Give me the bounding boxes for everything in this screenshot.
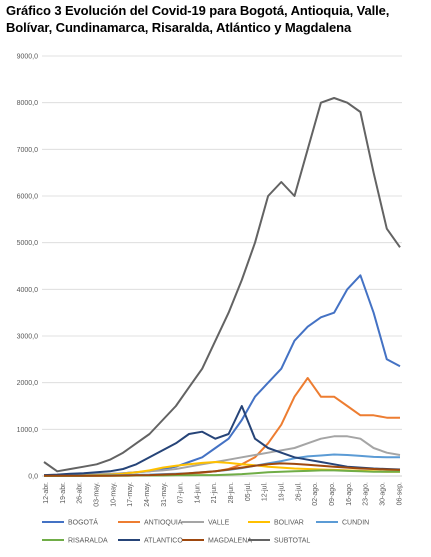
x-tick-label: 16-ago. [346, 482, 353, 506]
y-tick-label: 1000,0 [17, 427, 39, 434]
legend-label: RISARALDA [68, 538, 108, 545]
x-tick-label: 23-ago. [363, 482, 370, 506]
x-tick-label: 12-abr. [43, 482, 50, 504]
x-tick-label: 21-jun. [211, 482, 218, 503]
x-tick-label: 17-may. [127, 482, 134, 507]
x-tick-label: 19-jul. [279, 482, 286, 501]
x-tick-label: 03-may. [93, 482, 100, 507]
y-axis-ticks: 0,0 1000,0 2000,0 3000,0 4000,0 5000,0 6000,0 7… [17, 54, 39, 481]
legend-label: CUNDIN [342, 520, 369, 527]
x-axis-ticks: 12-abr. 19-abr. 26-abr. 03-may. 10-may. 17-ma… [43, 482, 403, 507]
x-tick-label: 05-jul. [245, 482, 252, 501]
x-tick-label: 28-jun. [228, 482, 235, 503]
x-tick-label: 06-sep. [396, 482, 403, 505]
x-tick-label: 14-jun. [194, 482, 201, 503]
y-tick-label: 0,0 [28, 474, 38, 481]
x-tick-label: 26-abr. [77, 482, 84, 504]
series-line-atlantico [43, 405, 401, 477]
x-tick-label: 24-may. [144, 482, 151, 507]
chart-legend: BOGOTÁ ANTIOQUIA VALLE BOLIVAR CUNDIN RISARAL… [42, 518, 369, 545]
chart-grid [42, 55, 402, 477]
series-lines [43, 97, 401, 477]
x-tick-label: 26-jul. [295, 482, 302, 501]
x-tick-label: 12-jul. [262, 482, 269, 501]
legend-label: MAGDALENA [208, 538, 252, 545]
legend-label: BOGOTÁ [68, 518, 98, 527]
x-tick-label: 02-ago. [312, 482, 319, 506]
legend-label: SUBTOTAL [274, 538, 310, 545]
x-tick-label: 19-abr. [60, 482, 67, 504]
x-tick-label: 10-may. [110, 482, 117, 507]
y-tick-label: 8000,0 [17, 100, 39, 107]
x-tick-label: 09-ago. [329, 482, 336, 506]
legend-label: VALLE [208, 520, 230, 527]
y-tick-label: 3000,0 [17, 334, 39, 341]
x-tick-label: 31-may. [161, 482, 168, 507]
y-tick-label: 7000,0 [17, 147, 39, 154]
y-tick-label: 6000,0 [17, 194, 39, 201]
y-tick-label: 5000,0 [17, 240, 39, 247]
chart-title: Gráfico 3 Evolución del Covid-19 para Bo… [6, 3, 390, 35]
x-tick-label: 30-ago. [379, 482, 386, 506]
y-tick-label: 2000,0 [17, 380, 39, 387]
legend-label: BOLIVAR [274, 520, 304, 527]
series-line-magdalena [44, 462, 401, 477]
legend-label: ANTIOQUIA [144, 520, 183, 527]
series-line-subtotal [43, 97, 401, 473]
series-line-bogotá [43, 274, 401, 477]
y-tick-label: 4000,0 [17, 287, 39, 294]
legend-label: ATLANTICO [144, 538, 183, 545]
x-tick-label: 07-jun. [178, 482, 185, 503]
y-tick-label: 9000,0 [17, 54, 39, 61]
